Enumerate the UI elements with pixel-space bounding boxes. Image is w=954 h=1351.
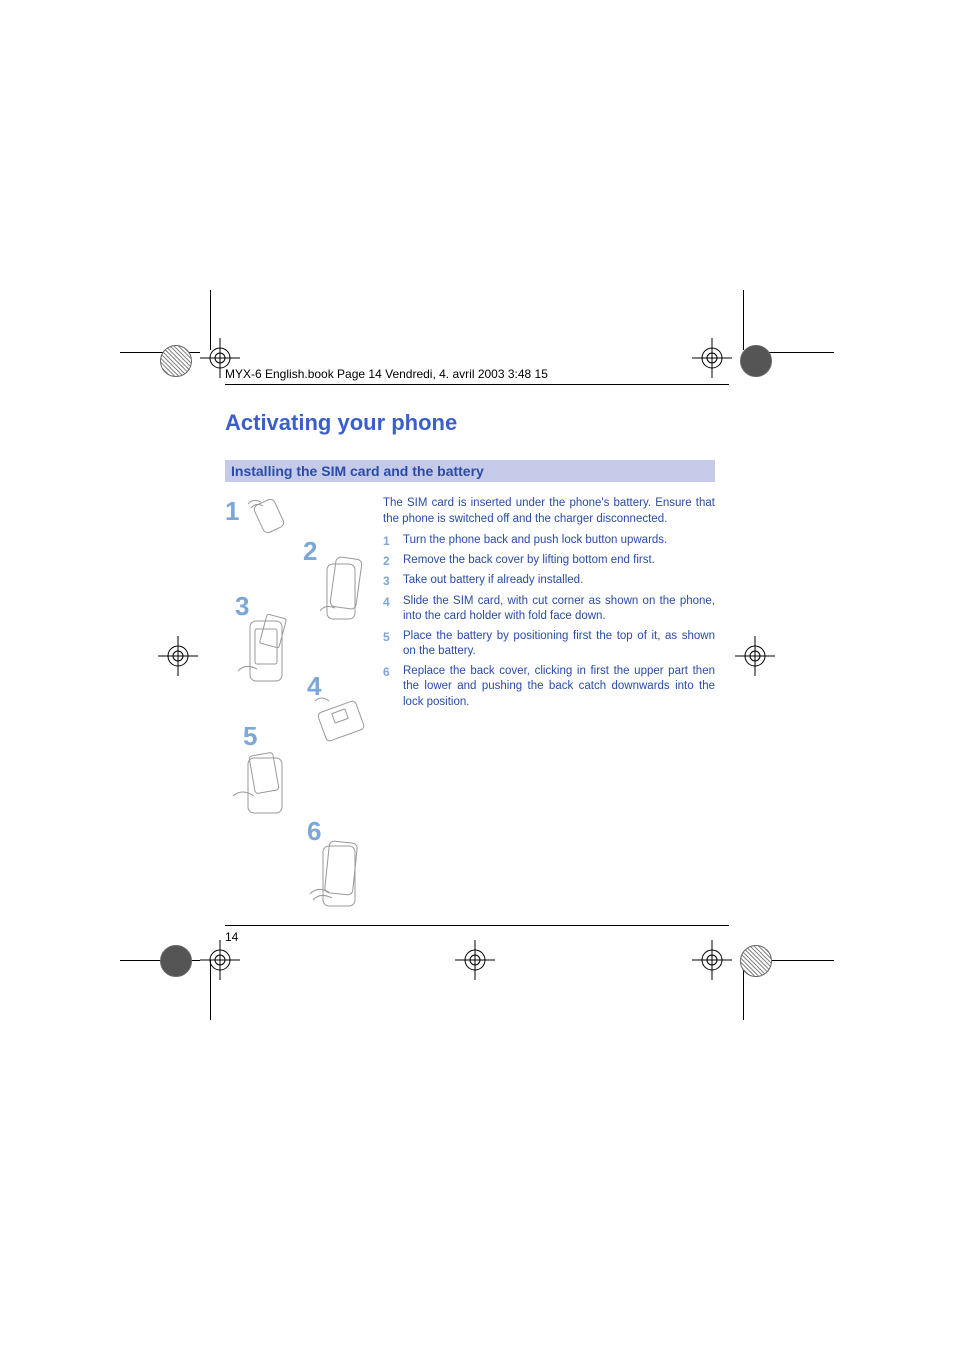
step-number: 5 <box>383 629 393 660</box>
step-number: 4 <box>383 594 393 625</box>
hatched-circle-icon <box>740 345 772 377</box>
section-title: Installing the SIM card and the battery <box>225 460 715 482</box>
step-text: Turn the phone back and push lock button… <box>403 533 715 549</box>
registration-mark-icon <box>692 940 732 980</box>
step-row: 6 Replace the back cover, clicking in fi… <box>383 664 715 711</box>
step-text: Replace the back cover, clicking in firs… <box>403 664 715 711</box>
step-text: Place the battery by positioning first t… <box>403 629 715 660</box>
phone-sketch-icon <box>313 691 373 751</box>
registration-mark-icon <box>158 636 198 676</box>
step-row: 5 Place the battery by positioning first… <box>383 629 715 660</box>
crop-mark <box>743 290 744 350</box>
step-number: 2 <box>383 553 393 569</box>
step-number: 6 <box>383 664 393 711</box>
body-area: 1 2 3 4 5 6 <box>225 496 715 926</box>
step-text: Slide the SIM card, with cut corner as s… <box>403 594 715 625</box>
page-footer: 14 <box>225 925 729 944</box>
chapter-title: Activating your phone <box>225 410 715 436</box>
diagram-column: 1 2 3 4 5 6 <box>225 496 375 926</box>
diagram-number-1: 1 <box>225 496 239 527</box>
hatched-circle-icon <box>160 945 192 977</box>
registration-mark-icon <box>735 636 775 676</box>
step-row: 3 Take out battery if already installed. <box>383 573 715 589</box>
step-number: 3 <box>383 573 393 589</box>
intro-text: The SIM card is inserted under the phone… <box>383 496 715 527</box>
step-number: 1 <box>383 533 393 549</box>
hatched-circle-icon <box>740 945 772 977</box>
step-text: Remove the back cover by lifting bottom … <box>403 553 715 569</box>
phone-sketch-icon <box>230 746 300 826</box>
phone-sketch-icon <box>235 611 300 696</box>
main-content: Activating your phone Installing the SIM… <box>225 410 715 926</box>
page-header: MYX-6 English.book Page 14 Vendredi, 4. … <box>225 367 729 385</box>
step-row: 1 Turn the phone back and push lock butt… <box>383 533 715 549</box>
text-column: The SIM card is inserted under the phone… <box>383 496 715 926</box>
page-number: 14 <box>225 930 238 944</box>
step-row: 4 Slide the SIM card, with cut corner as… <box>383 594 715 625</box>
hatched-circle-icon <box>160 345 192 377</box>
step-text: Take out battery if already installed. <box>403 573 715 589</box>
phone-sketch-icon <box>315 556 370 636</box>
registration-mark-icon <box>455 940 495 980</box>
registration-mark-icon <box>200 940 240 980</box>
header-text: MYX-6 English.book Page 14 Vendredi, 4. … <box>225 367 548 381</box>
step-row: 2 Remove the back cover by lifting botto… <box>383 553 715 569</box>
phone-sketch-icon <box>243 496 293 541</box>
phone-sketch-icon <box>307 836 372 921</box>
